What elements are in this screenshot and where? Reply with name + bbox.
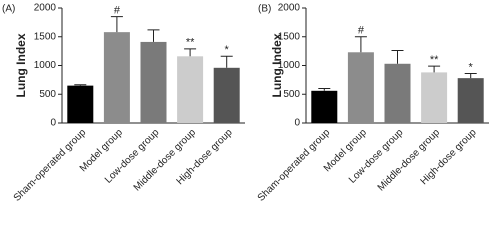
error-bar xyxy=(147,29,160,42)
x-tick-label: Sham-operated group xyxy=(12,127,89,204)
y-tick-label: 0 xyxy=(294,118,300,129)
error-bar xyxy=(110,16,123,33)
y-tick-label: 1000 xyxy=(34,60,57,71)
y-tick-label: 2000 xyxy=(278,3,301,14)
error-bar xyxy=(220,55,233,68)
y-axis-label: Lung Index xyxy=(270,33,284,97)
bar xyxy=(213,67,240,123)
significance-mark: ** xyxy=(186,37,195,49)
y-tick-label: 1500 xyxy=(34,31,57,42)
significance-mark: * xyxy=(225,44,230,56)
bar xyxy=(311,90,338,123)
y-tick-label: 500 xyxy=(39,89,56,100)
bar xyxy=(347,52,374,123)
error-bar xyxy=(354,36,367,53)
y-tick-label: 1500 xyxy=(278,31,301,42)
y-tick-label: 500 xyxy=(283,89,300,100)
error-bar xyxy=(428,65,441,73)
y-axis-label: Lung Index xyxy=(14,33,28,97)
significance-mark: ** xyxy=(430,54,439,66)
y-tick-label: 2000 xyxy=(34,3,57,14)
figure: (A) Lung Index 0 500 1000 1500 2000 Sham-operat… xyxy=(2,3,489,204)
error-bar xyxy=(391,50,404,64)
bar xyxy=(457,78,484,123)
significance-mark: # xyxy=(114,5,121,17)
bar xyxy=(103,32,130,123)
panel-label: (B) xyxy=(258,4,271,15)
significance-mark: * xyxy=(469,61,474,73)
panel-label: (A) xyxy=(2,4,15,15)
x-tick-label: Middle-dose group xyxy=(132,127,199,194)
y-tick-label: 1000 xyxy=(278,60,301,71)
bar xyxy=(421,72,448,123)
bar xyxy=(67,85,94,123)
bar xyxy=(384,63,411,123)
x-tick-label: Middle-dose group xyxy=(376,127,443,194)
error-bar xyxy=(318,88,331,91)
error-bar xyxy=(464,73,477,79)
error-bar xyxy=(184,48,197,57)
bar xyxy=(140,41,167,123)
y-tick-label: 0 xyxy=(50,118,56,129)
bar xyxy=(177,56,204,123)
x-tick-label: Sham-operated group xyxy=(256,127,333,204)
significance-mark: # xyxy=(358,25,365,37)
error-bar xyxy=(74,84,87,86)
